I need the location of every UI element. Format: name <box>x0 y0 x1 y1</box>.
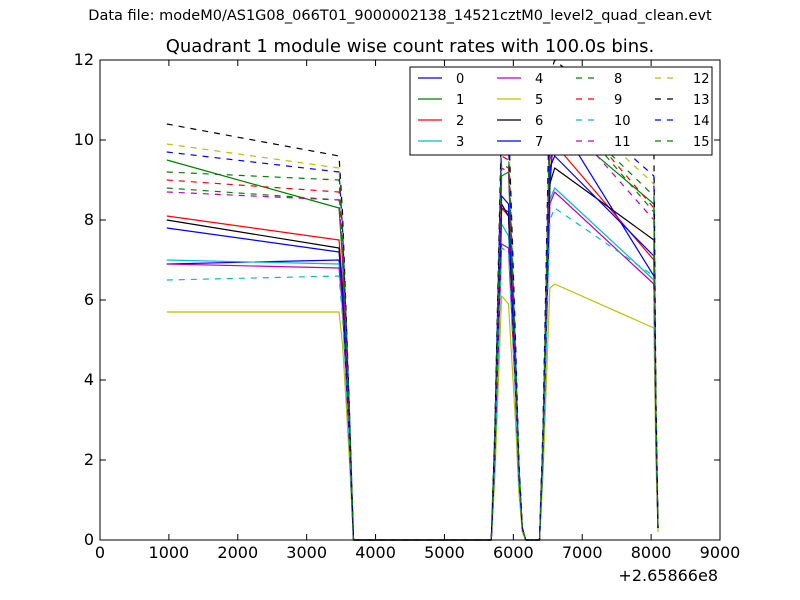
series-line-11 <box>166 107 659 541</box>
x-tick-label: 7000 <box>562 543 603 562</box>
legend-label-8: 8 <box>614 72 622 87</box>
y-tick-label: 2 <box>84 450 94 469</box>
figure-suptitle: Data file: modeM0/AS1G08_066T01_90000021… <box>88 8 712 24</box>
series-layer <box>166 59 659 541</box>
legend-label-12: 12 <box>693 72 710 87</box>
legend-box <box>409 66 713 156</box>
y-tick-label: 12 <box>74 50 94 69</box>
legend-label-5: 5 <box>535 93 543 108</box>
legend-label-2: 2 <box>456 114 464 129</box>
x-tick-label: 5000 <box>424 543 465 562</box>
y-tick-label: 10 <box>74 130 94 149</box>
x-axis-offset-label: +2.65866e8 <box>618 566 718 585</box>
axes-layer: 0 1000 2000 3000 4000 5000 6000 7000 8000 9000 0 2 4… <box>74 50 741 562</box>
chart-title: Quadrant 1 module wise count rates with … <box>165 36 655 57</box>
x-tick-label: 4000 <box>355 543 396 562</box>
legend-label-6: 6 <box>535 114 543 129</box>
x-tick-label: 6000 <box>493 543 534 562</box>
legend-label-15: 15 <box>693 135 710 150</box>
x-tick-label: 1000 <box>149 543 190 562</box>
series-line-7 <box>166 155 659 541</box>
x-tick-label: 8000 <box>631 543 672 562</box>
legend-label-13: 13 <box>693 93 710 108</box>
legend-label-4: 4 <box>535 72 543 87</box>
x-tick-label: 9000 <box>700 543 741 562</box>
series-line-5 <box>166 283 659 541</box>
x-tick-label: 0 <box>95 543 105 562</box>
y-tick-label: 0 <box>84 530 94 549</box>
legend-label-10: 10 <box>614 114 631 129</box>
x-tick-label: 3000 <box>286 543 327 562</box>
legend-label-11: 11 <box>614 135 631 150</box>
y-tick-label: 6 <box>84 290 94 309</box>
legend-label-7: 7 <box>535 135 543 150</box>
legend-label-14: 14 <box>693 114 710 129</box>
y-tick-label: 4 <box>84 370 94 389</box>
legend-label-9: 9 <box>614 93 622 108</box>
legend-label-0: 0 <box>456 72 464 87</box>
legend-label-1: 1 <box>456 93 464 108</box>
y-tick-label: 8 <box>84 210 94 229</box>
legend-label-3: 3 <box>456 135 464 150</box>
x-tick-label: 2000 <box>217 543 258 562</box>
